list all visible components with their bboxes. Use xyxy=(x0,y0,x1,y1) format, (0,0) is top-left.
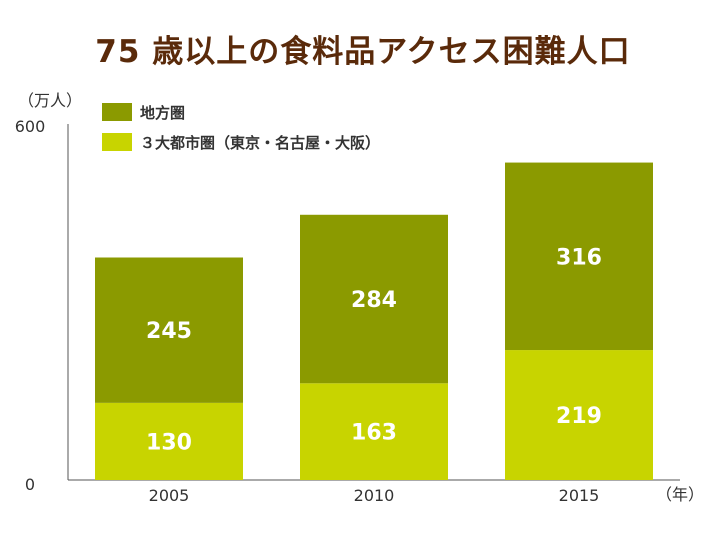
bar-segment-regional xyxy=(505,162,653,351)
bar-segment-metro xyxy=(300,383,448,480)
data-label: 316 xyxy=(556,245,602,270)
legend-swatch xyxy=(102,133,132,151)
x-axis-unit-label: （年） xyxy=(656,485,704,504)
x-tick-label: 2010 xyxy=(354,486,395,505)
data-label: 245 xyxy=(146,319,192,344)
chart-title: 75 歳以上の食料品アクセス困難人口 xyxy=(95,34,631,70)
y-axis-unit-label: （万人） xyxy=(18,91,82,110)
x-tick-label: 2015 xyxy=(559,486,600,505)
data-label: 284 xyxy=(351,288,397,313)
legend-swatch xyxy=(102,103,132,121)
data-label: 163 xyxy=(351,421,397,446)
data-label: 130 xyxy=(146,430,192,455)
data-label: 219 xyxy=(556,404,602,429)
y-tick-label: 0 xyxy=(25,475,35,494)
x-tick-label: 2005 xyxy=(149,486,190,505)
legend-label: ３大都市圏（東京・名古屋・大阪） xyxy=(140,134,380,152)
bar-segment-metro xyxy=(95,402,243,480)
bar-segment-metro xyxy=(505,350,653,480)
bar-segment-regional xyxy=(95,257,243,403)
bar-segment-regional xyxy=(300,214,448,384)
legend-label: 地方圏 xyxy=(140,104,185,122)
y-tick-label: 600 xyxy=(15,117,46,136)
